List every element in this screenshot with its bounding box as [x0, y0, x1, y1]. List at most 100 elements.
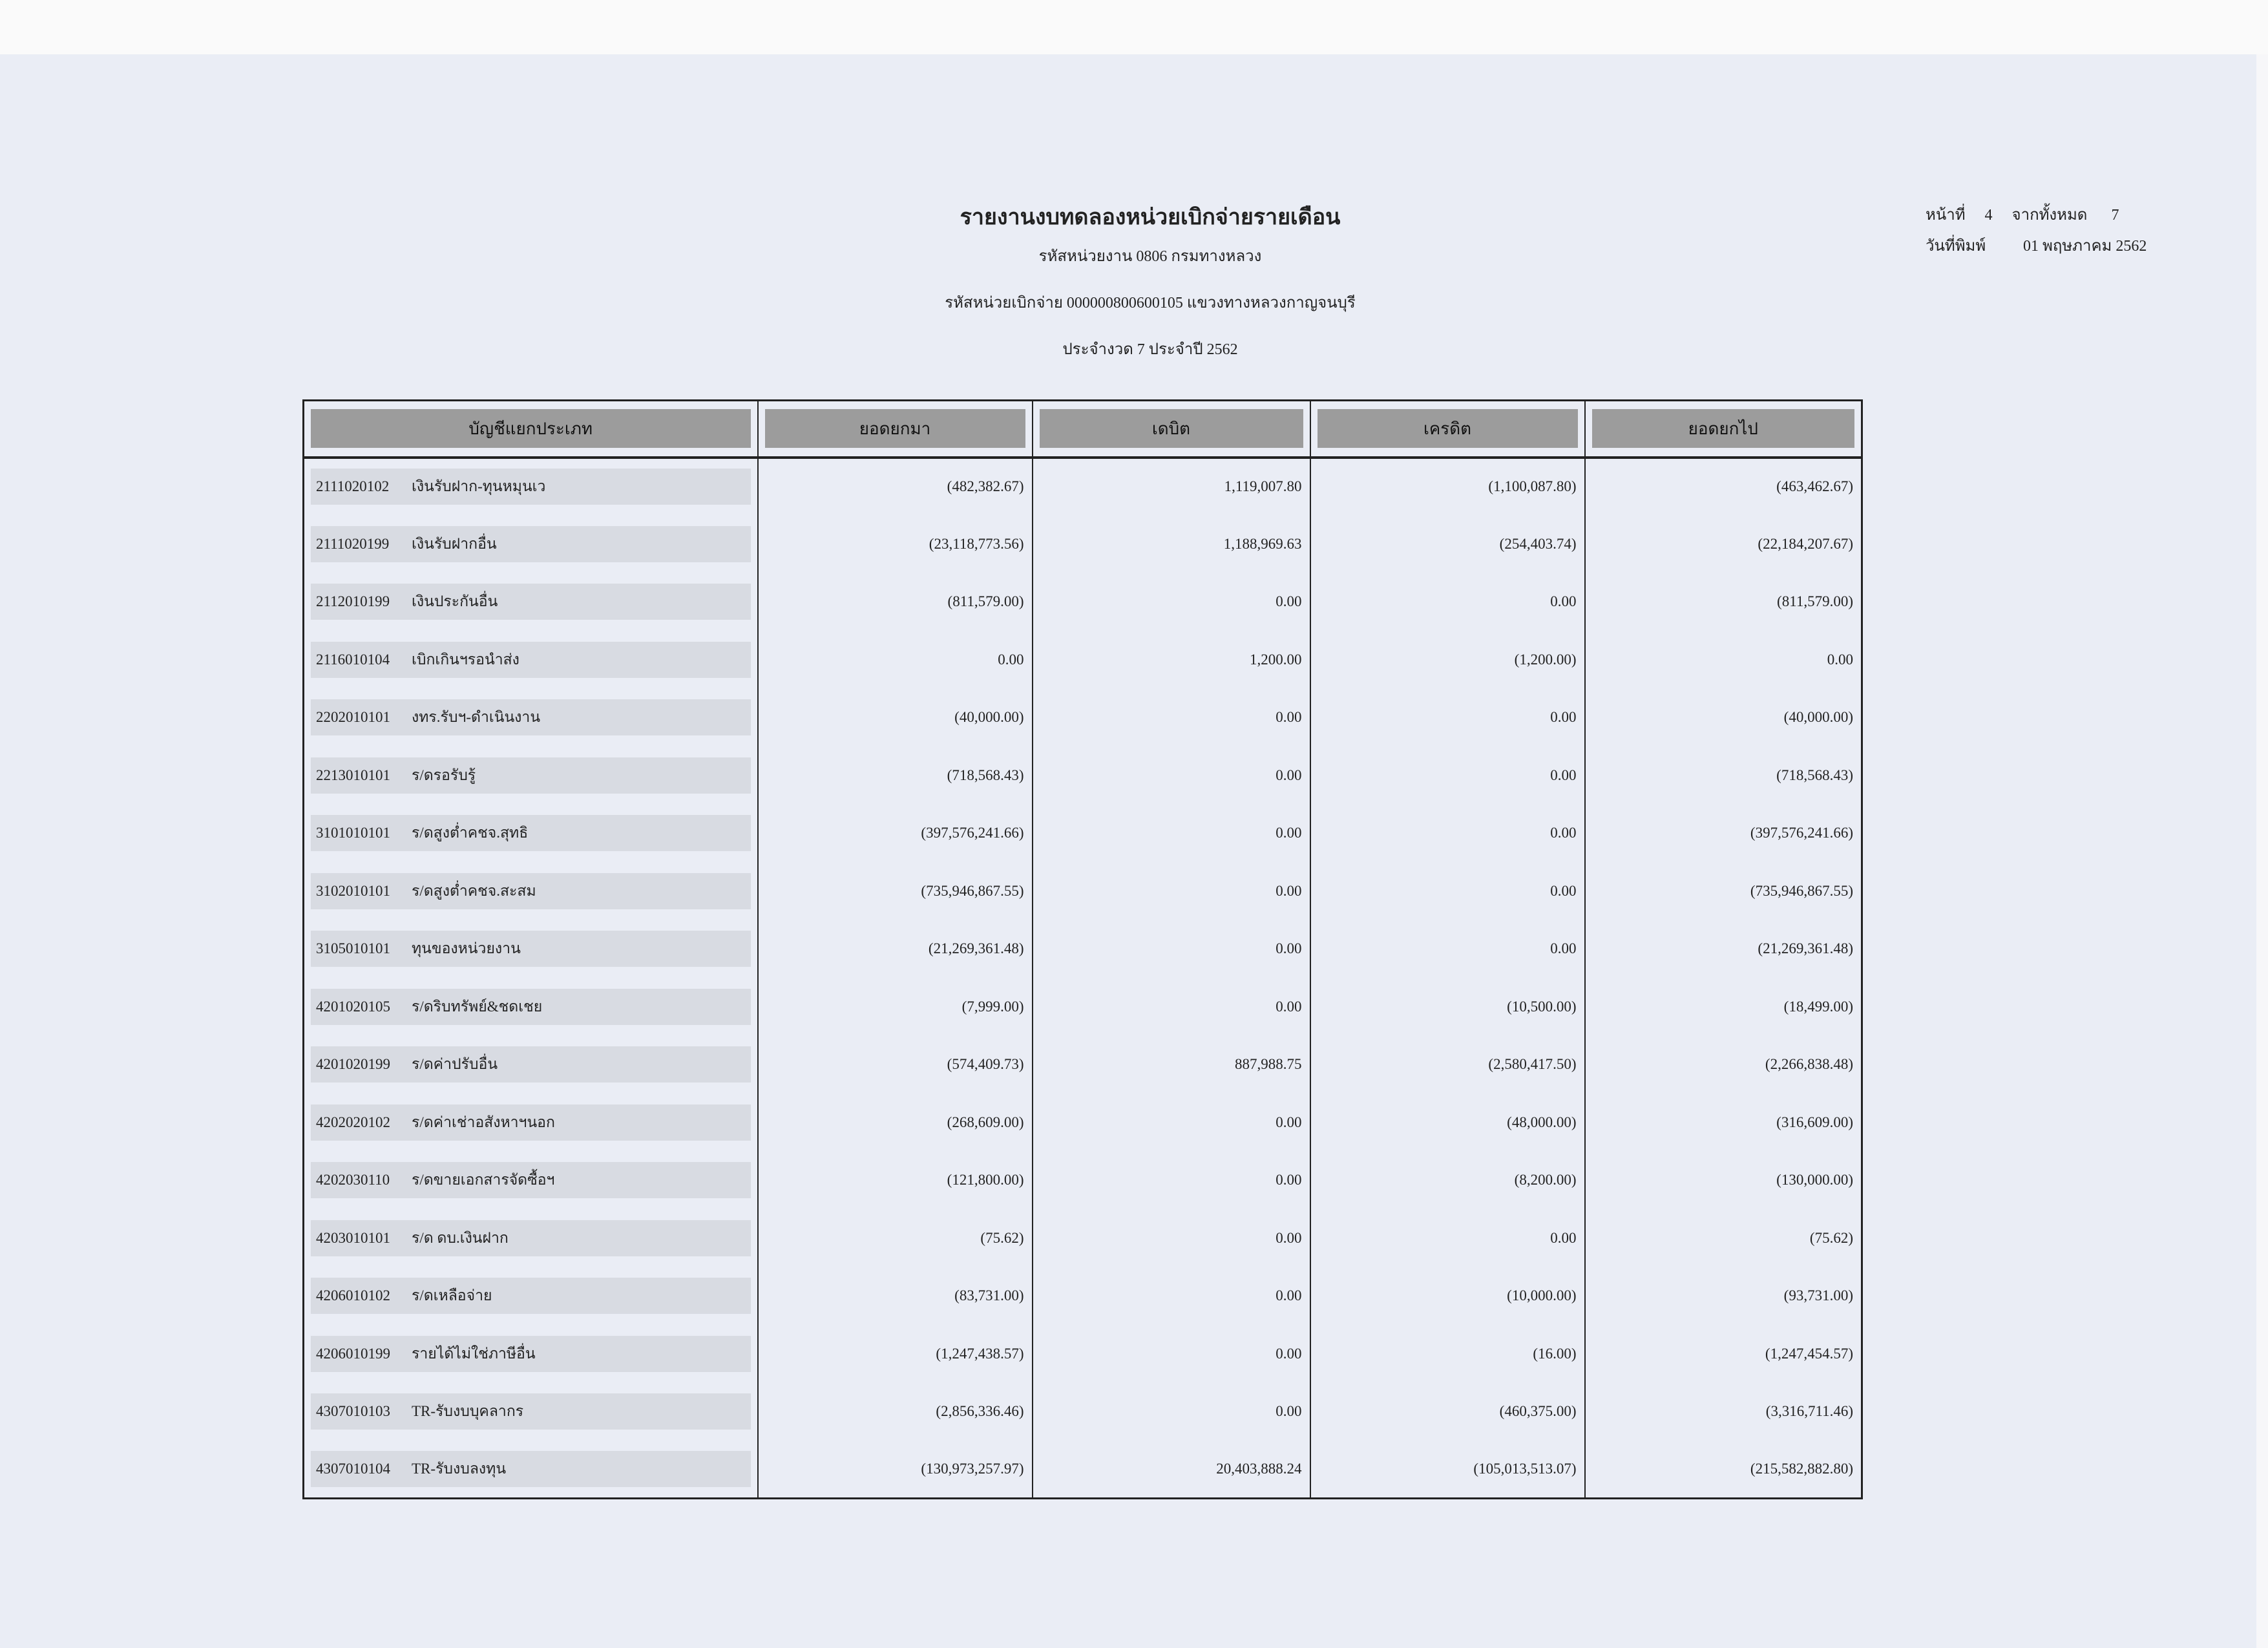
carried-forward: (718,568.43)	[1584, 746, 1863, 805]
account-code: 4206010199	[316, 1345, 390, 1362]
debit: 0.00	[1031, 978, 1311, 1036]
carried-forward: (21,269,361.48)	[1584, 920, 1863, 978]
debit: 0.00	[1031, 804, 1311, 862]
debit: 0.00	[1031, 1093, 1311, 1152]
carried-forward: (2,266,838.48)	[1584, 1035, 1863, 1093]
disbursing-unit: รหัสหน่วยเบิกจ่าย 000000800600105 แขวงทา…	[945, 295, 1356, 312]
account-cell: 2213010101 ร/ดรอรับรู้	[302, 746, 759, 805]
brought-forward: (40,000.00)	[757, 688, 1033, 746]
debit: 1,200.00	[1031, 631, 1311, 689]
account-name: เงินรับฝากอื่น	[412, 535, 497, 552]
table-row: 4202020102 ร/ดค่าเช่าอสังหาฯนอก (268,609.0…	[302, 1093, 1863, 1152]
table-row: 2112010199 เงินประกันอื่น (811,579.00) 0.00…	[302, 573, 1863, 631]
carried-forward: (1,247,454.57)	[1584, 1325, 1863, 1383]
table-row: 3101010101 ร/ดสูงต่ำคชจ.สุทธิ (397,576,241…	[302, 804, 1863, 862]
account-cell: 4202020102 ร/ดค่าเช่าอสังหาฯนอก	[302, 1093, 759, 1152]
credit: (105,013,513.07)	[1309, 1441, 1586, 1499]
debit: 0.00	[1031, 573, 1311, 631]
account-name: ร/ดสูงต่ำคชจ.สะสม	[412, 882, 536, 899]
credit: (254,403.74)	[1309, 515, 1586, 573]
brought-forward: (75.62)	[757, 1209, 1033, 1267]
debit: 0.00	[1031, 1267, 1311, 1325]
page-label: หน้าที่	[1926, 207, 1966, 224]
debit: 1,119,007.80	[1031, 457, 1311, 515]
carried-forward: (40,000.00)	[1584, 688, 1863, 746]
print-date-info: วันที่พิมพ์ 01 พฤษภาคม 2562	[1926, 233, 2147, 258]
account-name: ร/ด ดบ.เงินฝาก	[412, 1229, 509, 1246]
brought-forward: (718,568.43)	[757, 746, 1033, 805]
carried-forward: (130,000.00)	[1584, 1151, 1863, 1209]
account-code: 3101010101	[316, 825, 390, 841]
debit: 0.00	[1031, 746, 1311, 805]
debit: 1,188,969.63	[1031, 515, 1311, 573]
brought-forward: 0.00	[757, 631, 1033, 689]
table-row: 2111020102 เงินรับฝาก-ทุนหมุนเว (482,382.6…	[302, 457, 1863, 515]
account-cell: 3105010101 ทุนของหน่วยงาน	[302, 920, 759, 978]
col-brought-forward: ยอดยกมา	[757, 400, 1033, 458]
carried-forward: (93,731.00)	[1584, 1267, 1863, 1325]
table-row: 2202010101 งทร.รับฯ-ดำเนินงาน (40,000.00) 0…	[302, 688, 1863, 746]
col-credit: เครดิต	[1309, 400, 1586, 458]
table-row: 4202030110 ร/ดขายเอกสารจัดซื้อฯ (121,800.0…	[302, 1151, 1863, 1209]
credit: 0.00	[1309, 746, 1586, 805]
print-date: 01 พฤษภาคม 2562	[2023, 238, 2147, 255]
debit: 0.00	[1031, 1325, 1311, 1383]
brought-forward: (574,409.73)	[757, 1035, 1033, 1093]
credit: 0.00	[1309, 1209, 1586, 1267]
brought-forward: (23,118,773.56)	[757, 515, 1033, 573]
table-header: บัญชีแยกประเภท ยอดยกมา เดบิต เครดิต ยอดย…	[302, 400, 1863, 458]
debit: 0.00	[1031, 688, 1311, 746]
account-cell: 2111020102 เงินรับฝาก-ทุนหมุนเว	[302, 457, 759, 515]
table-row: 4206010102 ร/ดเหลือจ่าย (83,731.00) 0.00 (10…	[302, 1267, 1863, 1325]
credit: (8,200.00)	[1309, 1151, 1586, 1209]
account-name: ร/ดเหลือจ่าย	[412, 1287, 492, 1304]
table-row: 4206010199 รายได้ไม่ใช่ภาษีอื่น (1,247,438…	[302, 1325, 1863, 1383]
brought-forward: (121,800.00)	[757, 1151, 1033, 1209]
account-name: งทร.รับฯ-ดำเนินงาน	[412, 709, 541, 726]
credit: 0.00	[1309, 920, 1586, 978]
credit: (48,000.00)	[1309, 1093, 1586, 1152]
account-name: ร/ดริบทรัพย์&ชดเชย	[412, 998, 543, 1015]
col-account: บัญชีแยกประเภท	[302, 400, 759, 458]
credit: (460,375.00)	[1309, 1382, 1586, 1441]
account-code: 4307010103	[316, 1403, 390, 1420]
account-cell: 4206010102 ร/ดเหลือจ่าย	[302, 1267, 759, 1325]
account-code: 4307010104	[316, 1461, 390, 1477]
scan-margin-right	[2256, 54, 2268, 1648]
account-cell: 4203010101 ร/ด ดบ.เงินฝาก	[302, 1209, 759, 1267]
account-name: รายได้ไม่ใช่ภาษีอื่น	[412, 1345, 536, 1362]
report-title: รายงานงบทดลองหน่วยเบิกจ่ายรายเดือน	[960, 206, 1341, 229]
scan-margin	[0, 0, 2268, 54]
of-label: จากทั้งหมด	[2011, 207, 2088, 224]
account-code: 4203010101	[316, 1229, 390, 1246]
credit: (10,000.00)	[1309, 1267, 1586, 1325]
carried-forward: (397,576,241.66)	[1584, 804, 1863, 862]
table-row: 2213010101 ร/ดรอรับรู้ (718,568.43) 0.00 0.0…	[302, 746, 1863, 805]
credit: (16.00)	[1309, 1325, 1586, 1383]
brought-forward: (2,856,336.46)	[757, 1382, 1033, 1441]
account-name: TR-รับงบบุคลากร	[412, 1403, 524, 1420]
account-code: 3105010101	[316, 940, 390, 957]
account-code: 4201020199	[316, 1056, 390, 1073]
carried-forward: (75.62)	[1584, 1209, 1863, 1267]
account-name: เงินรับฝาก-ทุนหมุนเว	[412, 478, 546, 495]
debit: 0.00	[1031, 1382, 1311, 1441]
account-code: 2111020102	[316, 478, 390, 495]
col-carried-forward: ยอดยกไป	[1584, 400, 1863, 458]
account-code: 4202030110	[316, 1172, 390, 1188]
account-name: เงินประกันอื่น	[412, 593, 498, 610]
brought-forward: (735,946,867.55)	[757, 862, 1033, 920]
print-date-label: วันที่พิมพ์	[1926, 238, 1986, 255]
account-cell: 4201020199 ร/ดค่าปรับอื่น	[302, 1035, 759, 1093]
account-code: 2112010199	[316, 593, 390, 610]
table-row: 4201020105 ร/ดริบทรัพย์&ชดเชย (7,999.00) 0.…	[302, 978, 1863, 1036]
brought-forward: (811,579.00)	[757, 573, 1033, 631]
account-name: TR-รับงบลงทุน	[412, 1461, 507, 1477]
debit: 0.00	[1031, 920, 1311, 978]
account-code: 2202010101	[316, 709, 390, 726]
brought-forward: (397,576,241.66)	[757, 804, 1033, 862]
carried-forward: (316,609.00)	[1584, 1093, 1863, 1152]
account-name: ร/ดขายเอกสารจัดซื้อฯ	[412, 1172, 555, 1188]
table-row: 3102010101 ร/ดสูงต่ำคชจ.สะสม (735,946,867.…	[302, 862, 1863, 920]
account-code: 4201020105	[316, 998, 390, 1015]
